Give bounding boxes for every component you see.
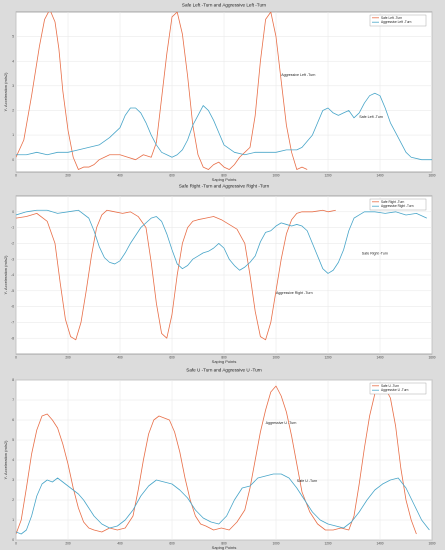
x-tick-label: 400 bbox=[117, 542, 123, 546]
series-annotation: Aggressive U -Turn bbox=[266, 421, 297, 425]
y-tick-label: 3 bbox=[12, 478, 14, 482]
x-tick-label: 200 bbox=[65, 542, 71, 546]
series-annotation: Safe Right -Turn bbox=[362, 251, 388, 255]
legend-entry: Aggressive U -Turn bbox=[381, 388, 409, 392]
series-annotation: Safe U -Turn bbox=[297, 479, 317, 483]
y-tick-label: -7 bbox=[11, 321, 14, 325]
x-tick-label: 1600 bbox=[428, 174, 435, 178]
y-axis-label: Y- Acceleration (m/s2) bbox=[3, 72, 8, 112]
x-tick-label: 1600 bbox=[428, 356, 435, 360]
series-line-first bbox=[16, 209, 336, 341]
series-annotation: Aggressive Left -Turn bbox=[281, 73, 315, 77]
x-tick-label: 800 bbox=[221, 174, 227, 178]
x-tick-label: 800 bbox=[221, 356, 227, 360]
legend-entry: Aggressive Left -Turn bbox=[381, 20, 412, 24]
series-line-second bbox=[16, 209, 427, 274]
y-tick-label: 5 bbox=[12, 438, 14, 442]
series-line-second bbox=[16, 92, 432, 161]
x-tick-label: 1000 bbox=[272, 356, 279, 360]
y-tick-label: 6 bbox=[12, 418, 14, 422]
y-tick-label: 0 bbox=[12, 158, 14, 162]
y-axis-label: Y- Acceleration (m/s2) bbox=[3, 440, 8, 480]
y-tick-label: -1 bbox=[11, 226, 14, 230]
y-tick-label: -5 bbox=[11, 289, 14, 293]
y-tick-label: 2 bbox=[12, 498, 14, 502]
y-axis-label: Y- Acceleration (m/s2) bbox=[3, 255, 8, 295]
series-line-first bbox=[16, 385, 417, 535]
x-tick-label: 1000 bbox=[272, 174, 279, 178]
x-tick-label: 1400 bbox=[376, 174, 383, 178]
series-line-first bbox=[16, 12, 308, 170]
x-tick-label: 600 bbox=[169, 174, 175, 178]
legend-box bbox=[369, 382, 427, 395]
x-tick-label: 0 bbox=[15, 174, 17, 178]
y-tick-label: -8 bbox=[11, 336, 14, 340]
y-tick-label: 1 bbox=[12, 133, 14, 137]
y-tick-label: -2 bbox=[11, 242, 14, 246]
legend-entry: Safe Right -Turn bbox=[381, 200, 404, 204]
x-tick-label: 400 bbox=[117, 356, 123, 360]
y-tick-label: -3 bbox=[11, 257, 14, 261]
y-tick-label: 1 bbox=[12, 518, 14, 522]
legend-box bbox=[369, 14, 427, 27]
series-annotation: Safe Left -Turn bbox=[359, 115, 383, 119]
legend-box bbox=[369, 198, 427, 211]
chart-title: Safe Left -Turn and Aggressive Left -Tur… bbox=[182, 3, 267, 8]
x-tick-label: 1200 bbox=[324, 356, 331, 360]
y-tick-label: 3 bbox=[12, 84, 14, 88]
chart-title: Safe Right -Turn and Aggressive Right -T… bbox=[179, 184, 270, 189]
x-tick-label: 1400 bbox=[376, 542, 383, 546]
x-tick-label: 1200 bbox=[324, 174, 331, 178]
y-tick-label: 0 bbox=[12, 210, 14, 214]
y-tick-label: 4 bbox=[12, 458, 14, 462]
legend-entry: Safe Left -Turn bbox=[381, 16, 402, 20]
chart-2: 0 200 400 600 800 1000 1200 1400 1600 0 -1 -2 -3 -4 -5… bbox=[3, 184, 436, 365]
x-axis-label: Saping Points bbox=[212, 177, 237, 182]
x-tick-label: 600 bbox=[169, 542, 175, 546]
x-tick-label: 600 bbox=[169, 356, 175, 360]
y-tick-label: -4 bbox=[11, 273, 14, 277]
legend-entry: Aggressive Right -Turn bbox=[381, 204, 414, 208]
chart-1: 0 200 400 600 800 1000 1200 1400 1600 0 1 2 3 4 5 Safe … bbox=[3, 3, 436, 183]
series-annotation: Aggressive Right -Turn bbox=[276, 291, 313, 295]
x-tick-label: 0 bbox=[15, 356, 17, 360]
chart-title: Safe U -Turn and Aggressive U -Turn bbox=[186, 368, 262, 373]
x-axis-label: Saping Points bbox=[212, 359, 237, 364]
x-axis-label: Saping Points bbox=[212, 545, 237, 550]
y-tick-label: 8 bbox=[12, 378, 14, 382]
series-line-second bbox=[16, 473, 430, 535]
y-tick-label: 2 bbox=[12, 109, 14, 113]
y-tick-label: 4 bbox=[12, 59, 14, 63]
y-tick-label: -6 bbox=[11, 305, 14, 309]
y-tick-label: 0 bbox=[12, 538, 14, 542]
y-tick-label: 7 bbox=[12, 398, 14, 402]
x-tick-label: 400 bbox=[117, 174, 123, 178]
x-tick-label: 800 bbox=[221, 542, 227, 546]
x-tick-label: 200 bbox=[65, 174, 71, 178]
x-tick-label: 0 bbox=[15, 542, 17, 546]
y-tick-label: 5 bbox=[12, 35, 14, 39]
x-tick-label: 1200 bbox=[324, 542, 331, 546]
x-tick-label: 200 bbox=[65, 356, 71, 360]
x-tick-label: 1400 bbox=[376, 356, 383, 360]
chart-3: 0 200 400 600 800 1000 1200 1400 1600 0 1 2 3 4 5 6 7 8 Sa… bbox=[3, 368, 436, 550]
x-tick-label: 1000 bbox=[272, 542, 279, 546]
legend-entry: Safe U -Turn bbox=[381, 384, 399, 388]
x-tick-label: 1600 bbox=[428, 542, 435, 546]
